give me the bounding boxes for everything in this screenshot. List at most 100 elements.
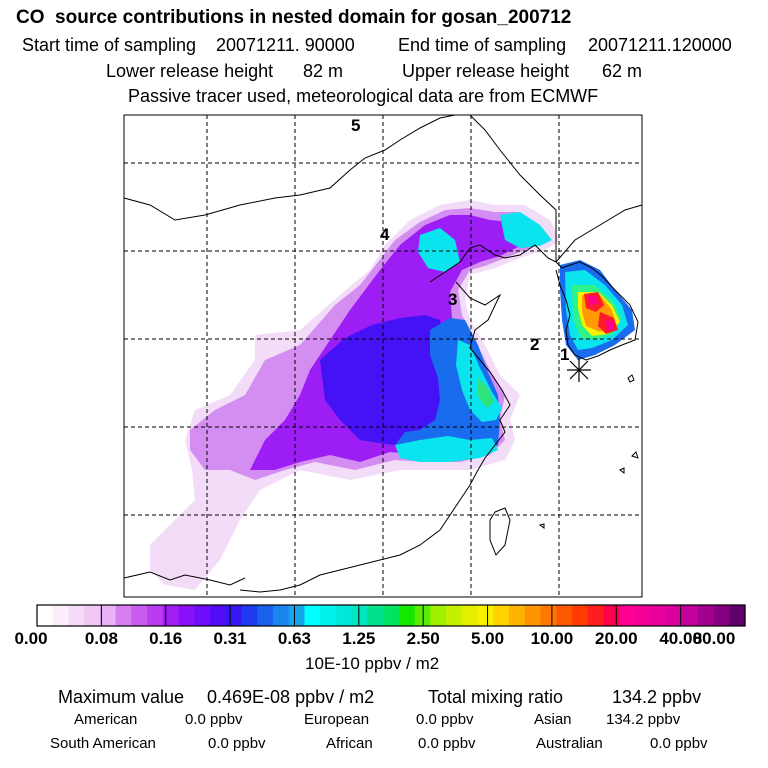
small-islands	[538, 374, 639, 529]
region-south-american-label: South American	[50, 735, 156, 752]
lower-height-label: Lower release height	[106, 61, 274, 81]
colorbar-cell	[351, 605, 368, 626]
total-mixing-label: Total mixing ratio	[428, 687, 564, 707]
colorbar-cell	[178, 605, 195, 626]
upper-height-value: 62 m	[602, 61, 643, 81]
colorbar-units: 10E-10 ppbv / m2	[305, 654, 440, 673]
korea-coast	[555, 261, 639, 361]
colorbar-cell	[52, 605, 70, 626]
plume-blue	[395, 318, 500, 460]
region-australian-value: 0.0 ppbv	[650, 735, 708, 752]
lower-height-value: 82 m	[303, 61, 344, 81]
plume-cyan-north	[418, 228, 460, 272]
marker-4: 4	[380, 225, 390, 244]
end-time-label: End time of sampling	[398, 35, 567, 55]
colorbar-cell	[666, 605, 683, 626]
colorbar-tick-label: 40.00	[659, 629, 702, 648]
colorbar-cell	[210, 605, 227, 626]
tracer-note: Passive tracer used, meteorological data…	[128, 86, 599, 106]
concentration-plume	[150, 200, 635, 590]
plume-green-coast	[478, 378, 494, 408]
northeast-border	[469, 115, 642, 263]
colorbar-cell	[273, 605, 290, 626]
marker-5: 5	[351, 116, 360, 135]
southwest-border	[124, 571, 246, 586]
colorbar-tick-label: 0.08	[84, 629, 118, 648]
colorbar-tick-label: 0.16	[149, 629, 183, 648]
region-south-american-value: 0.0 ppbv	[208, 735, 266, 752]
region-australian-label: Australian	[536, 735, 603, 752]
colorbar-cell	[288, 605, 306, 626]
colorbar-cell	[304, 605, 321, 626]
start-time-label: Start time of sampling	[22, 35, 197, 55]
plume-cyan-ne	[500, 212, 552, 248]
colorbar-cell	[131, 605, 148, 626]
region-asian-value: 134.2 ppbv	[606, 711, 681, 728]
region-european-value: 0.0 ppbv	[416, 711, 474, 728]
colorbar-cell	[619, 605, 636, 626]
colorbar-cell	[84, 605, 101, 626]
colorbar-cell	[115, 605, 132, 626]
colorbar-cell	[571, 605, 589, 626]
colorbar-cell	[461, 605, 479, 626]
coastlines	[124, 115, 642, 593]
colorbar-border	[36, 604, 746, 627]
colorbar-cell	[99, 605, 117, 626]
colorbar-tick-label: 20.00	[594, 629, 638, 648]
china-coast	[239, 244, 557, 593]
colorbar-cell	[257, 605, 274, 626]
colorbar-cell	[383, 605, 400, 626]
colorbar-cell	[446, 605, 463, 626]
colorbar-cell	[37, 605, 54, 626]
colorbar-tick-label: 1.25	[342, 629, 376, 648]
marker-1: 1	[560, 345, 569, 364]
region-african-label: African	[326, 735, 373, 752]
max-value: 0.469E-08 ppbv / m2	[207, 687, 375, 707]
end-time-value: 20071211.120000	[588, 35, 732, 55]
colorbar-cell	[540, 605, 557, 626]
colorbar-tick-label: 0.00	[14, 629, 48, 648]
colorbar-tick-label: 0.31	[213, 629, 247, 648]
plot-title: CO source contributions in nested domain…	[16, 7, 572, 28]
colorbar-cell	[194, 605, 211, 626]
plume-cyan-south	[395, 436, 498, 462]
region-american-value: 0.0 ppbv	[185, 711, 243, 728]
colorbar-cell	[682, 605, 699, 626]
colorbar-cell	[493, 605, 510, 626]
receptor-star-icon	[567, 358, 591, 382]
colorbar-tick-label: 5.00	[470, 629, 505, 648]
colorbar-cell	[556, 605, 573, 626]
colorbar-cell	[477, 605, 494, 626]
colorbar-tick-label: 80.00	[692, 629, 736, 648]
colorbar-cell	[713, 605, 730, 626]
colorbar-cell	[162, 605, 180, 626]
marker-3: 3	[448, 290, 457, 309]
colorbar-cell	[147, 605, 164, 626]
colorbar-cell	[697, 605, 715, 626]
colorbar-cell	[603, 605, 620, 626]
colorbar-cell	[320, 605, 337, 626]
colorbar-cell	[587, 605, 604, 626]
colorbar-cell	[524, 605, 542, 626]
colorbar-cell	[225, 605, 243, 626]
marker-2: 2	[530, 335, 539, 354]
colorbar-cell	[398, 605, 416, 626]
region-african-value: 0.0 ppbv	[418, 735, 476, 752]
total-mixing-value: 134.2 ppbv	[612, 687, 702, 707]
region-european-label: European	[304, 711, 370, 728]
colorbar-tick-label: 2.50	[406, 629, 440, 648]
colorbar-cell	[634, 605, 652, 626]
colorbar-cell	[430, 605, 447, 626]
plume-korea-magenta	[588, 296, 614, 330]
colorbar	[36, 604, 746, 627]
mongolia-border	[124, 115, 456, 221]
colorbar-cell	[509, 605, 526, 626]
colorbar-cell	[68, 605, 85, 626]
colorbar-cell	[729, 605, 746, 626]
start-time-value: 20071211. 90000	[216, 35, 355, 55]
colorbar-cell	[241, 605, 258, 626]
upper-height-label: Upper release height	[402, 61, 570, 81]
max-value-label: Maximum value	[58, 687, 185, 707]
region-american-label: American	[74, 711, 138, 728]
